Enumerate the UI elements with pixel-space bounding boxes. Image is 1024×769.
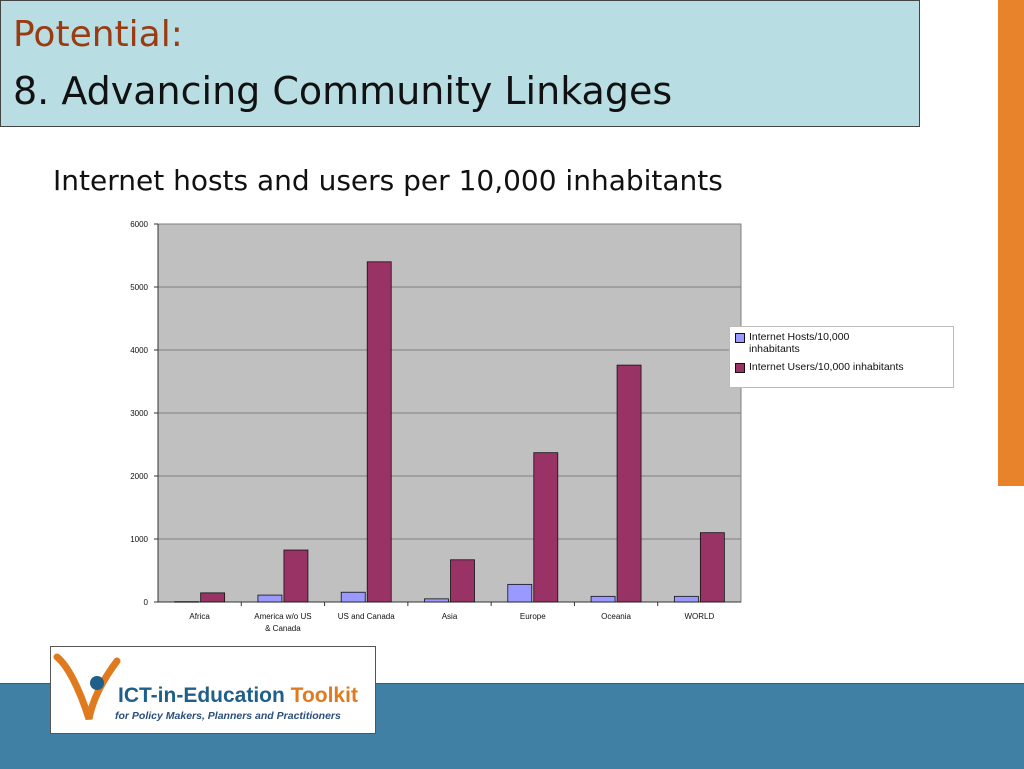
x-tick-label-1: America w/o US: [254, 612, 311, 621]
slide-title-prefix: Potential:: [13, 14, 183, 55]
orange-accent-bar: [998, 0, 1024, 486]
logo-toolkit: Toolkit: [290, 684, 358, 707]
bar-users-3: [450, 559, 475, 603]
bar-users-1: [283, 549, 309, 603]
y-tick-label-1000: 1000: [130, 535, 148, 544]
chart-legend: Internet Hosts/10,000 inhabitants Intern…: [729, 326, 954, 388]
y-tick-label-2000: 2000: [130, 472, 148, 481]
y-tick-label-5000: 5000: [130, 283, 148, 292]
legend-swatch-hosts: [735, 333, 745, 343]
legend-label-hosts: Internet Hosts/10,000 inhabitants: [749, 331, 850, 355]
legend-item-users: Internet Users/10,000 inhabitants: [735, 361, 949, 373]
x-tick-label-0: Africa: [189, 612, 210, 621]
slide-title: 8. Advancing Community Linkages: [13, 69, 673, 113]
logo-brand-name: ICT-in-Education: [118, 684, 285, 707]
logo-checkmark-icon: [53, 653, 121, 721]
logo-tagline: for Policy Makers, Planners and Practiti…: [115, 710, 341, 722]
bar-users-4: [533, 452, 559, 603]
bar-hosts-5: [590, 595, 616, 603]
bar-users-0: [200, 592, 226, 603]
y-tick-label-4000: 4000: [130, 346, 148, 355]
bar-users-5: [616, 364, 642, 603]
bar-users-2: [366, 261, 392, 603]
title-box: Potential: 8. Advancing Community Linkag…: [0, 0, 920, 127]
legend-label-users: Internet Users/10,000 inhabitants: [749, 361, 904, 373]
logo-brand: ICT-in-Education Toolkit: [118, 684, 358, 708]
legend-item-hosts: Internet Hosts/10,000 inhabitants: [735, 331, 879, 355]
x-tick-label-6: WORLD: [684, 612, 714, 621]
y-tick-label-6000: 6000: [130, 220, 148, 229]
x-tick-label-2: US and Canada: [338, 612, 395, 621]
x-tick-label-1-line1: & Canada: [265, 624, 301, 633]
bar-hosts-6: [673, 595, 699, 603]
x-tick-label-4: Europe: [520, 612, 546, 621]
y-tick-label-0: 0: [144, 598, 149, 607]
bar-hosts-2: [340, 591, 366, 603]
toolkit-logo: ICT-in-Education Toolkit for Policy Make…: [50, 646, 376, 734]
x-tick-label-3: Asia: [442, 612, 458, 621]
bar-users-6: [699, 532, 725, 603]
bar-hosts-3: [424, 598, 449, 603]
legend-swatch-users: [735, 363, 745, 373]
bar-hosts-4: [507, 583, 533, 603]
bar-hosts-1: [257, 594, 283, 603]
bar-hosts-0: [174, 601, 200, 603]
y-tick-label-3000: 3000: [130, 409, 148, 418]
x-tick-label-5: Oceania: [601, 612, 631, 621]
chart-title: Internet hosts and users per 10,000 inha…: [53, 164, 723, 197]
